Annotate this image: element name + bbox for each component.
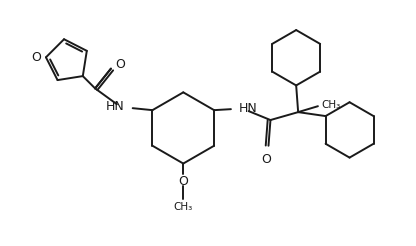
Text: O: O — [115, 58, 125, 71]
Text: HN: HN — [106, 100, 125, 113]
Text: O: O — [262, 153, 272, 166]
Text: HN: HN — [239, 102, 258, 115]
Text: O: O — [178, 175, 188, 188]
Text: CH₃: CH₃ — [173, 202, 193, 212]
Text: CH₃: CH₃ — [321, 100, 340, 110]
Text: O: O — [31, 51, 41, 64]
